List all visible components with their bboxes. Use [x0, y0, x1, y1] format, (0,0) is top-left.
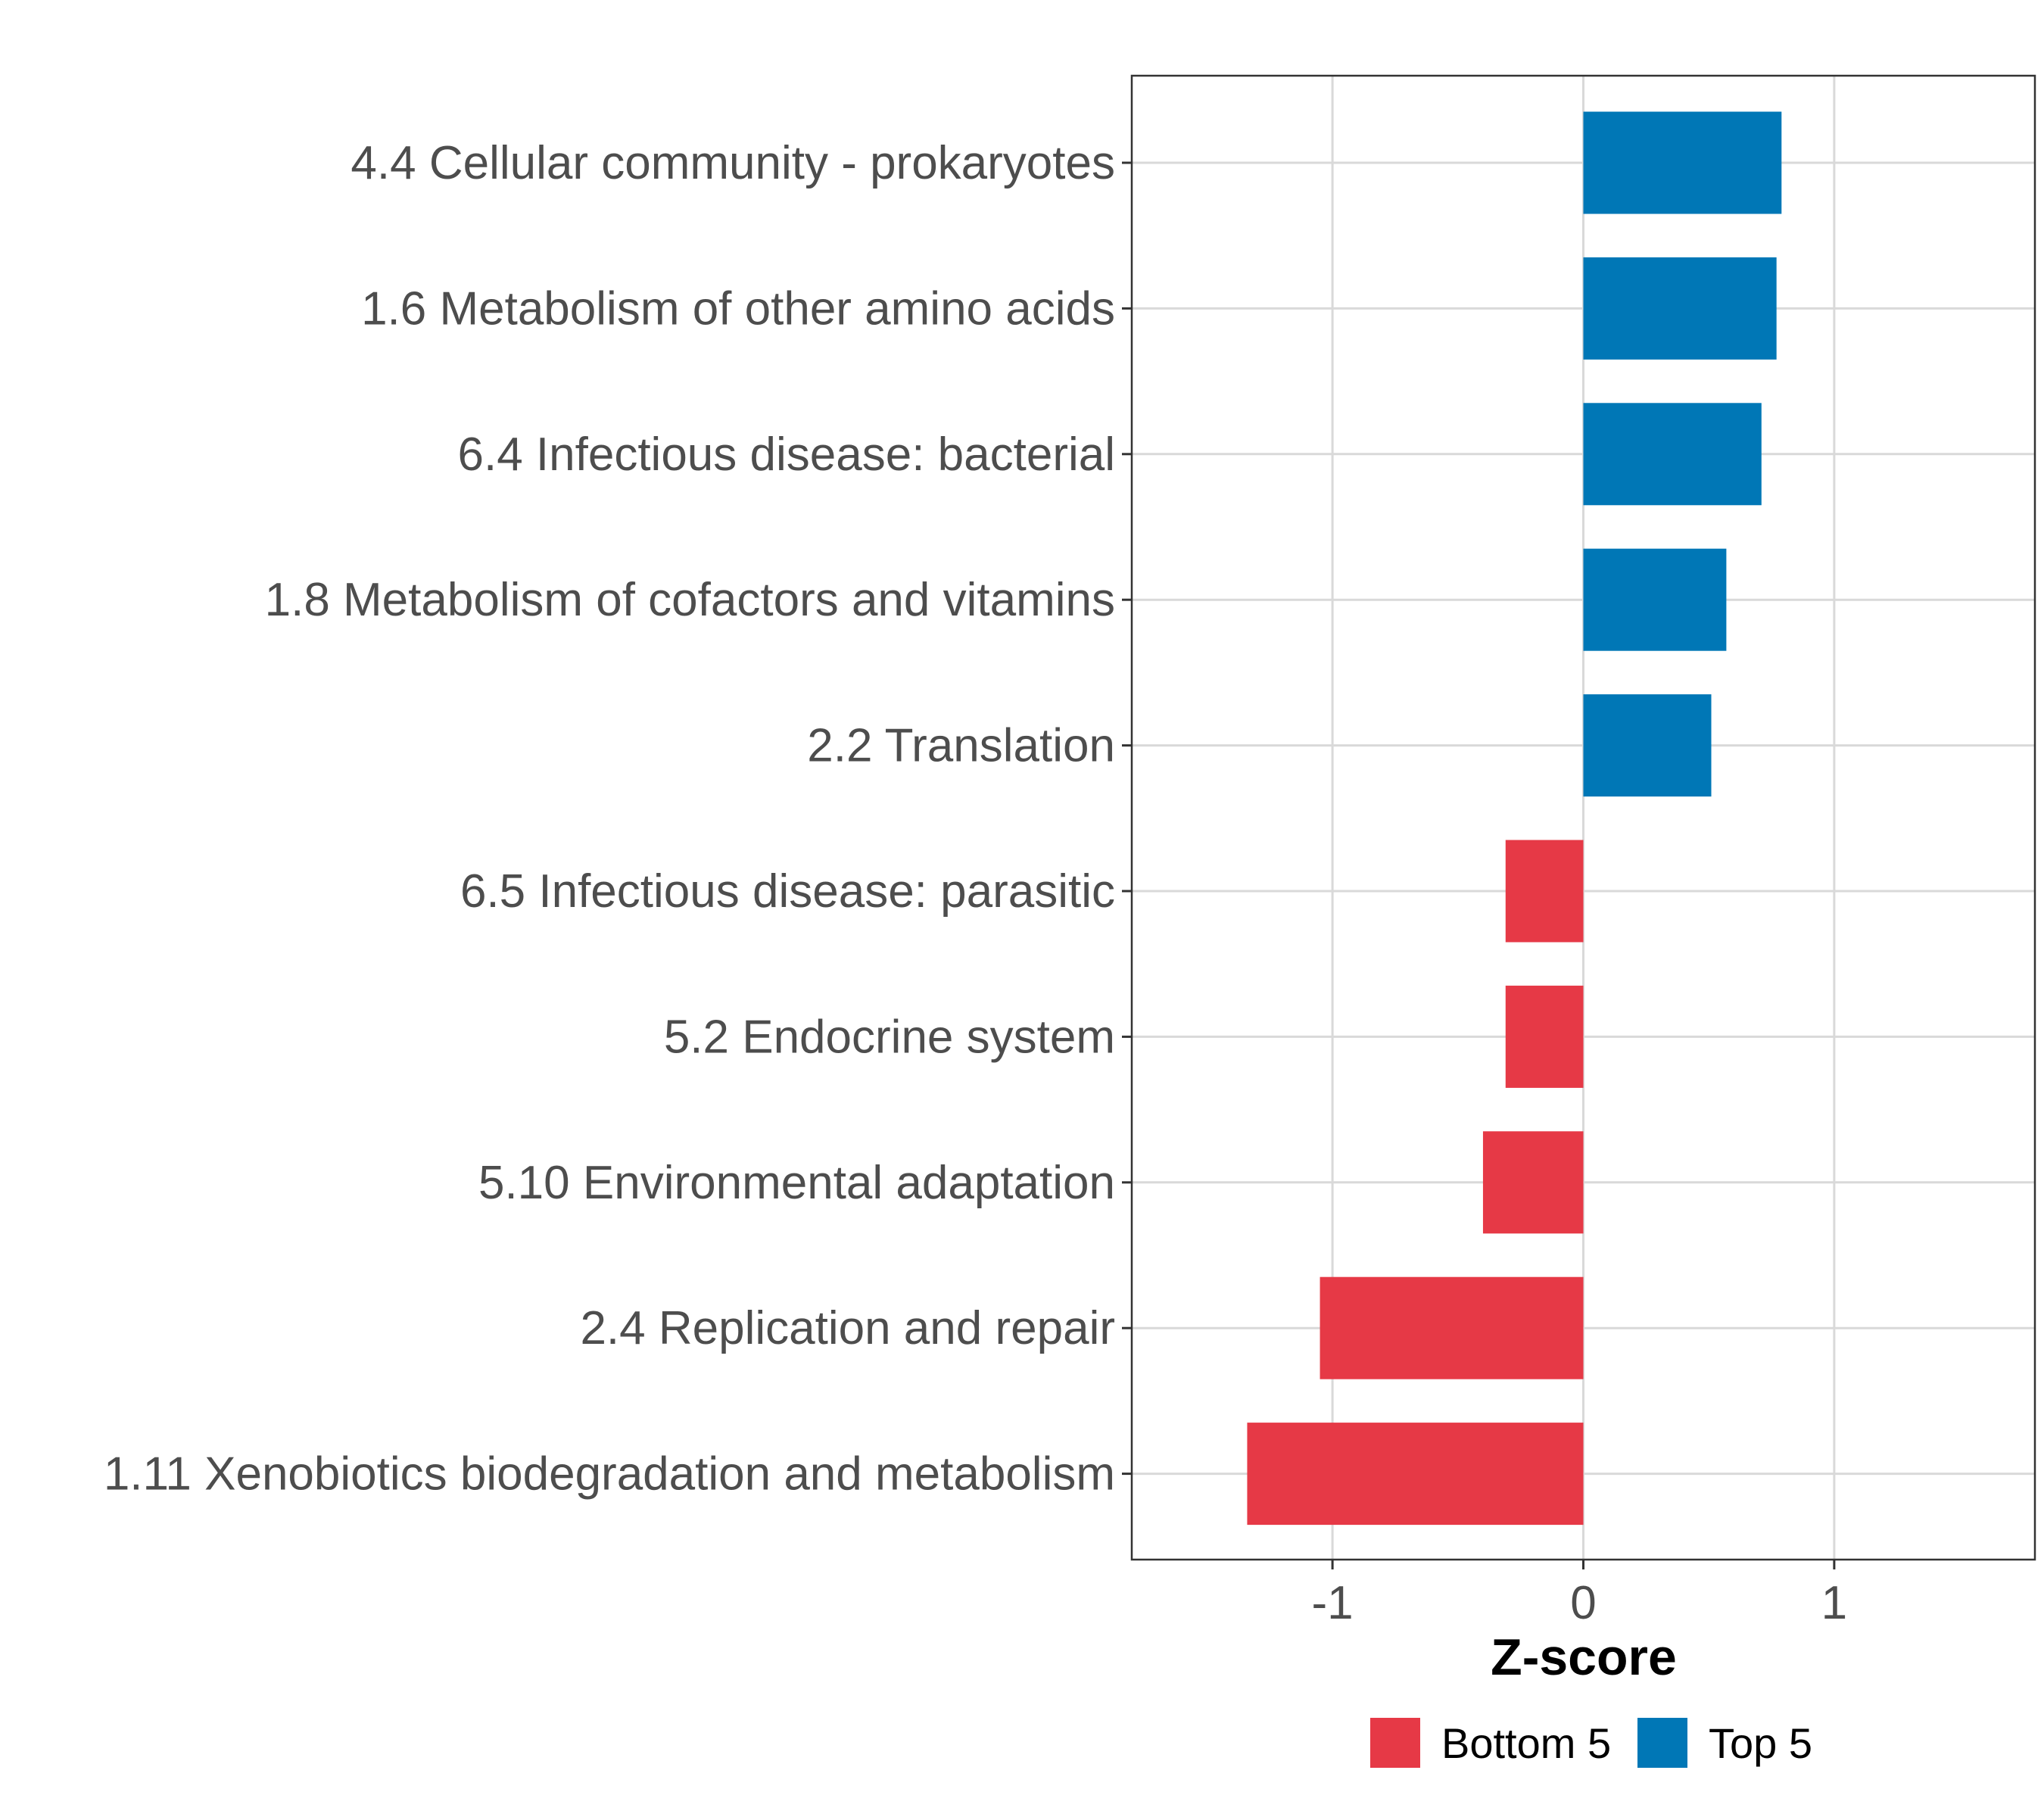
x-tick-label: -1	[1312, 1577, 1354, 1629]
y-tick-label: 2.4 Replication and repair	[580, 1302, 1115, 1354]
bar	[1583, 403, 1762, 506]
bar	[1583, 257, 1777, 360]
bar	[1247, 1423, 1584, 1526]
y-axis: 4.4 Cellular community - prokaryotes 1.6 …	[104, 137, 1132, 1501]
y-tick-label: 1.11 Xenobiotics biodegradation and meta…	[104, 1448, 1115, 1501]
y-tick-label: 1.6 Metabolism of other amino acids	[361, 282, 1115, 335]
y-tick-label: 5.2 Endocrine system	[664, 1011, 1115, 1063]
x-axis-title: Z-score	[1491, 1628, 1677, 1686]
bar	[1320, 1276, 1584, 1379]
bar	[1482, 1131, 1584, 1234]
bar	[1583, 548, 1727, 651]
bar	[1505, 985, 1584, 1088]
legend-label: Bottom 5	[1441, 1719, 1611, 1767]
x-tick-label: 1	[1821, 1577, 1847, 1629]
x-tick-label: 0	[1570, 1577, 1596, 1629]
legend-key	[1637, 1718, 1687, 1768]
bars	[1247, 111, 1782, 1526]
bar	[1583, 111, 1782, 214]
y-tick-label: 1.8 Metabolism of cofactors and vitamins	[265, 574, 1115, 626]
legend-key	[1370, 1718, 1420, 1768]
legend: Bottom 5 Top 5	[1370, 1718, 1812, 1768]
y-tick-label: 4.4 Cellular community - prokaryotes	[351, 137, 1115, 189]
y-tick-label: 2.2 Translation	[807, 720, 1115, 772]
x-axis: -1 0 1	[1312, 1560, 1847, 1629]
y-tick-label: 6.5 Infectious disease: parasitic	[460, 865, 1115, 918]
bar	[1583, 694, 1712, 797]
y-tick-label: 5.10 Environmental adaptation	[478, 1157, 1115, 1209]
y-tick-label: 6.4 Infectious disease: bacterial	[457, 429, 1115, 481]
legend-label: Top 5	[1709, 1719, 1812, 1767]
bar	[1505, 840, 1584, 943]
